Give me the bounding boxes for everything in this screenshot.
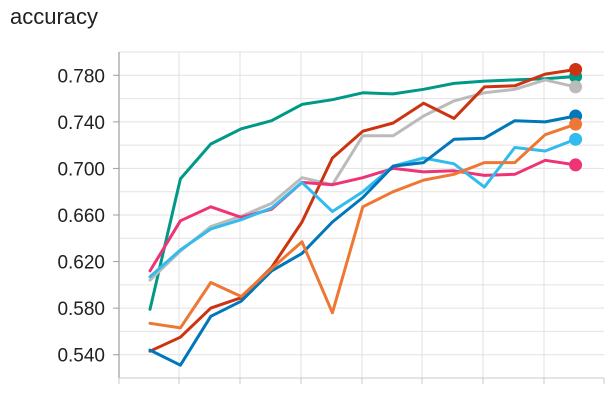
- y-tick-label: 0.620: [57, 253, 105, 274]
- y-tick-label: 0.580: [57, 299, 105, 320]
- series-line-5: [148, 137, 578, 279]
- y-axis: 0.540 0.580 0.620 0.660 0.700 0.740 0.780: [57, 52, 605, 384]
- series-line-7: [148, 122, 578, 330]
- series-end-marker-2: [569, 80, 583, 94]
- series-end-markers: [569, 62, 583, 172]
- chart-title: accuracy: [10, 4, 99, 29]
- y-tick-label: 0.740: [57, 113, 105, 134]
- y-tick-label: 0.780: [57, 66, 105, 87]
- y-tick-label: 0.540: [57, 346, 105, 367]
- series-line-3: [148, 68, 578, 353]
- y-tick-label: 0.660: [57, 206, 105, 227]
- series-end-marker-3: [569, 62, 583, 76]
- series-end-marker-5: [569, 132, 583, 146]
- series-line-4: [148, 158, 578, 273]
- series-lines: [148, 68, 578, 367]
- series-line-1: [148, 75, 578, 311]
- series-line-6: [148, 114, 578, 367]
- series-end-marker-7: [569, 117, 583, 131]
- series-end-marker-4: [569, 158, 583, 172]
- y-tick-label: 0.700: [57, 159, 105, 180]
- series-line-2: [148, 78, 578, 282]
